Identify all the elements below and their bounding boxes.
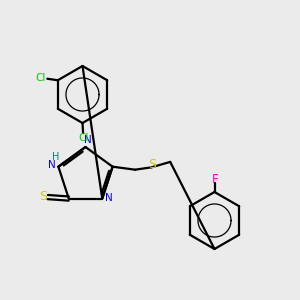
Text: F: F bbox=[212, 173, 218, 186]
Text: Cl: Cl bbox=[35, 74, 46, 83]
Text: S: S bbox=[148, 158, 156, 171]
Text: N: N bbox=[84, 135, 92, 146]
Text: N: N bbox=[48, 160, 56, 170]
Text: Cl: Cl bbox=[78, 133, 88, 143]
Text: S: S bbox=[39, 190, 46, 203]
Text: H: H bbox=[52, 152, 60, 162]
Text: N: N bbox=[105, 193, 113, 203]
